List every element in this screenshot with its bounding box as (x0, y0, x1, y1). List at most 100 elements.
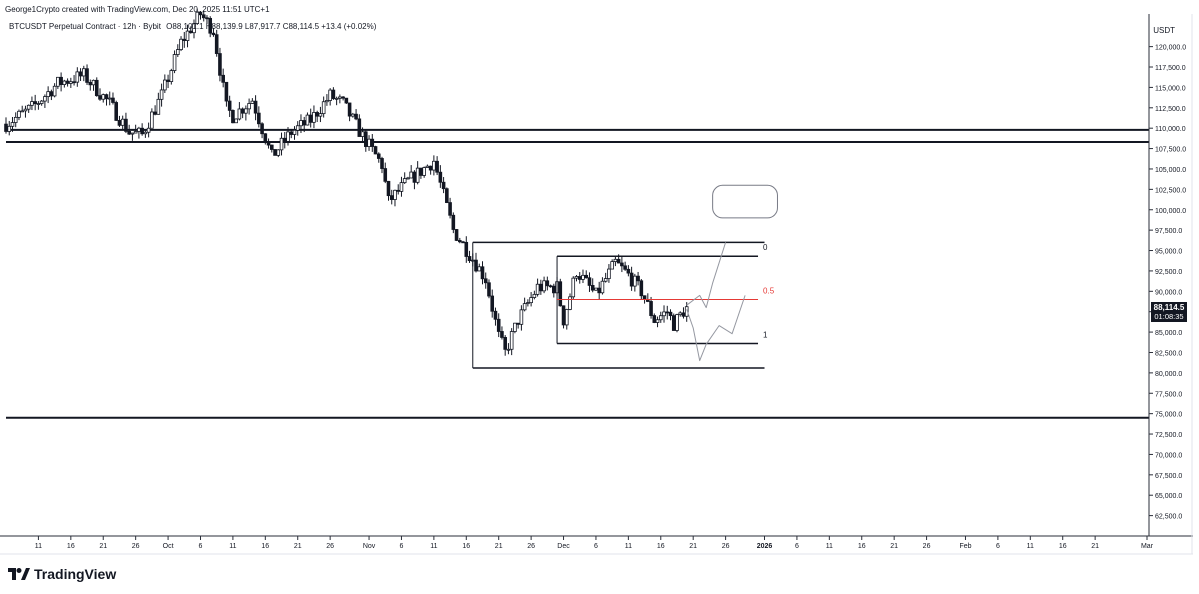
candle-down (182, 38, 187, 41)
candle-down (273, 149, 277, 156)
candle-up (156, 98, 161, 115)
author-line: George1Crypto created with TradingView.c… (5, 5, 270, 14)
time-tick-label: 6 (199, 543, 203, 550)
time-tick-label: 11 (35, 543, 42, 550)
time-tick-label: Nov (363, 543, 376, 550)
ohlc-values: O88,101.1 H88,139.9 L87,917.7 C88,114.5 … (166, 22, 377, 31)
price-tick-label: 77,500.0 (1155, 391, 1182, 398)
candle-down (577, 276, 582, 280)
candle-down (461, 241, 465, 244)
candle-up (305, 114, 310, 126)
candle-down (503, 337, 507, 350)
bar-countdown: 01:08:35 (1154, 312, 1184, 321)
candle-up (513, 322, 517, 332)
candle-down (88, 81, 93, 86)
time-axis-ticks: 11 16 21 26 Oct 6 11 16 21 26 Nov 6 11 16 21 26 Dec 6 11 16… (35, 536, 1154, 550)
candle-down (483, 278, 488, 284)
candle-down (198, 11, 203, 16)
candle-up (603, 278, 608, 282)
time-tick-label: 21 (890, 543, 898, 550)
candle-up (250, 100, 255, 104)
note-box (712, 184, 778, 219)
candle-up (39, 100, 44, 104)
candle-down (344, 97, 349, 104)
candle-down (458, 240, 462, 243)
time-tick-label: 11 (229, 543, 236, 550)
candle-down (561, 305, 566, 326)
tradingview-logo[interactable]: TradingView (8, 566, 116, 582)
candle-up (163, 79, 167, 91)
candle-up (69, 81, 73, 84)
price-tick-label: 85,000.0 (1155, 330, 1182, 337)
time-tick-label: 21 (495, 543, 503, 550)
candle-up (571, 277, 576, 298)
candle-up (26, 104, 31, 110)
candle-down (98, 95, 102, 100)
symbol-name[interactable]: BTCUSDT Perpetual Contract · 12h · Bybit (9, 22, 161, 31)
candle-down (373, 146, 378, 155)
candle-down (4, 123, 8, 132)
candle-down (308, 114, 313, 123)
candle-down (218, 53, 222, 76)
candle-down (240, 108, 245, 114)
price-tick-label: 112,500.0 (1155, 106, 1186, 113)
candle-down (211, 32, 216, 36)
candle-down (364, 131, 368, 147)
candle-down (270, 144, 274, 150)
fib-label-1: 1 (763, 331, 768, 340)
candle-down (487, 282, 491, 297)
time-tick-label: 21 (1091, 543, 1099, 550)
currency-label[interactable]: USDT (1153, 26, 1175, 35)
candle-up (393, 189, 397, 200)
candle-up (542, 280, 546, 292)
logo-text: TradingView (34, 566, 117, 582)
candle-down (153, 111, 157, 115)
candle-up (175, 49, 180, 55)
time-tick-label: 11 (826, 543, 833, 550)
candle-up (532, 293, 537, 298)
candle-down (597, 287, 601, 294)
candle-down (205, 17, 209, 20)
candle-down (221, 74, 225, 83)
candle-down (331, 89, 336, 99)
candle-up (23, 108, 28, 112)
candle-up (678, 312, 683, 316)
candle-up (406, 177, 410, 180)
price-tick-label: 80,000.0 (1155, 371, 1182, 378)
symbol-line[interactable]: BTCUSDT Perpetual Contract · 12h · Bybit… (9, 22, 379, 31)
candle-up (633, 275, 637, 287)
candle-up (137, 127, 141, 132)
candle-down (474, 259, 478, 272)
time-tick-label: Feb (959, 543, 971, 550)
candle-up (610, 261, 614, 270)
candle-down (451, 214, 456, 230)
candle-up (415, 167, 420, 183)
candle-down (33, 101, 37, 105)
candle-down (370, 138, 375, 147)
candle-up (325, 100, 329, 103)
time-tick-label: 16 (1059, 543, 1067, 550)
candle-up (56, 76, 60, 87)
candle-down (117, 120, 122, 126)
projection-path (686, 242, 727, 309)
candle-down (480, 266, 485, 280)
candle-up (432, 160, 436, 171)
candle-up (75, 71, 80, 83)
candle-down (188, 30, 193, 34)
candle-down (584, 274, 589, 279)
candle-down (231, 109, 235, 124)
candle-up (318, 113, 323, 117)
candle-down (214, 34, 219, 54)
price-tick-label: 75,000.0 (1155, 412, 1182, 419)
candle-up (107, 97, 112, 100)
candle-down (500, 331, 504, 338)
candle-down (224, 81, 229, 102)
time-tick-label: 26 (923, 543, 931, 550)
time-tick-label: 26 (326, 543, 334, 550)
time-tick-label: 21 (99, 543, 107, 550)
candle-up (367, 138, 371, 147)
candle-down (49, 91, 54, 97)
time-tick-label: 26 (132, 543, 140, 550)
candle-down (260, 123, 264, 135)
